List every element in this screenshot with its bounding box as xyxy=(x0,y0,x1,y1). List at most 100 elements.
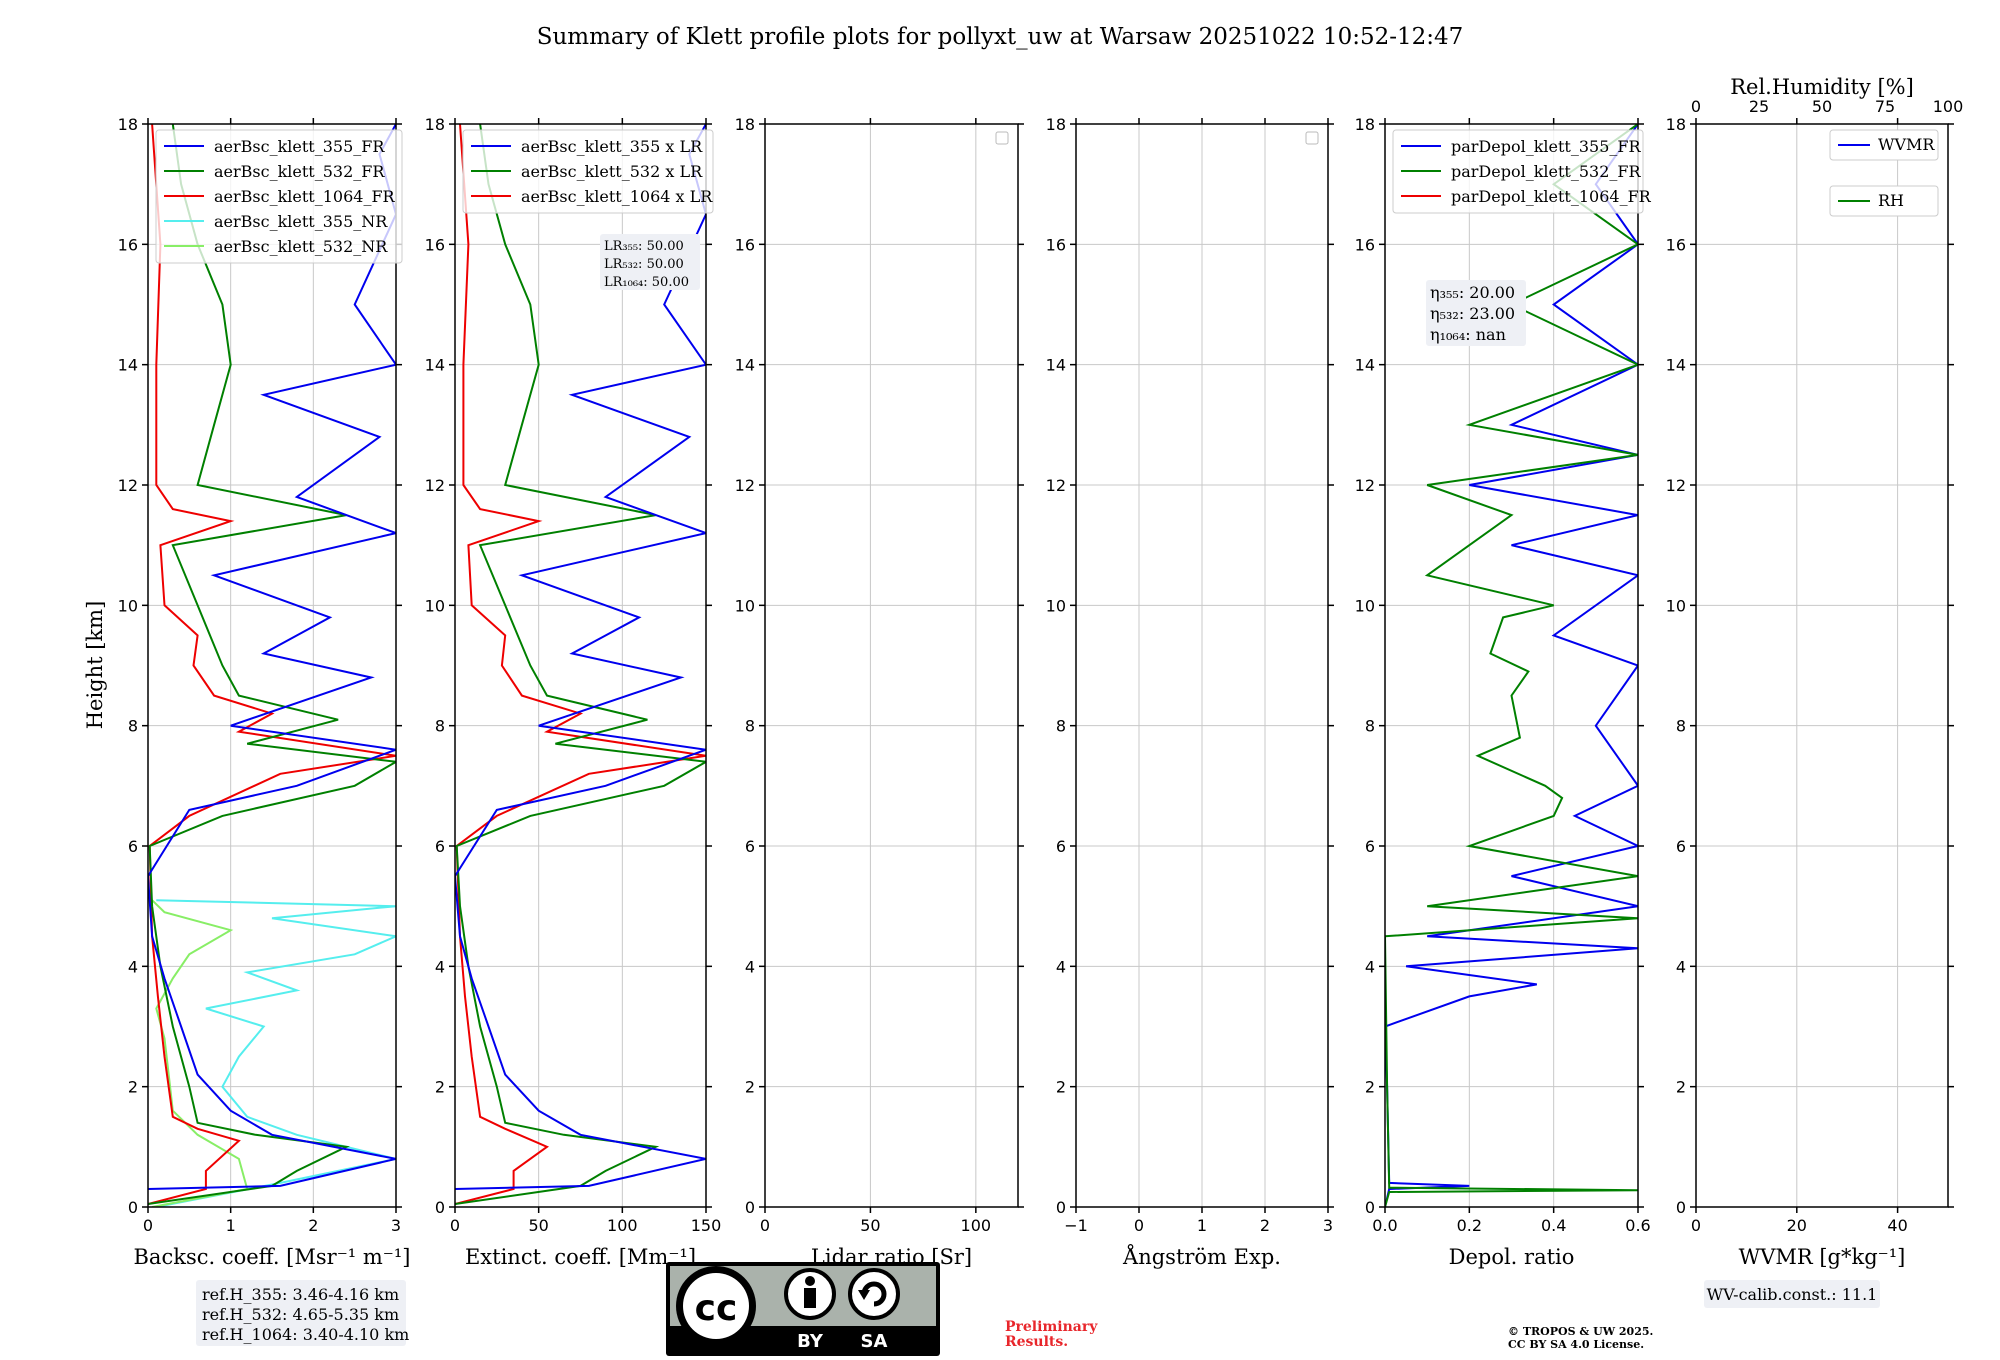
y-tick-label: 0 xyxy=(128,1198,138,1217)
legend-box xyxy=(1392,129,1644,214)
eta-annotation: η₁₀₆₄: nan xyxy=(1430,325,1506,344)
y-tick-label: 14 xyxy=(1046,356,1066,375)
y-tick-label: 6 xyxy=(128,837,138,856)
y-tick-label: 0 xyxy=(1056,1198,1066,1217)
x-tick-label: 3 xyxy=(1323,1216,1333,1235)
series-aerBsc_klett_1064 x LR xyxy=(455,124,706,1205)
legend-label: aerBsc_klett_532_NR xyxy=(214,237,388,256)
preliminary-line1: Preliminary xyxy=(1005,1319,1098,1335)
y-tick-label: 12 xyxy=(1355,476,1375,495)
series-aerBsc_klett_355_FR xyxy=(148,124,396,1190)
lr-annotation: LR₅₃₂: 50.00 xyxy=(604,257,684,272)
y-tick-label: 0 xyxy=(1676,1198,1686,1217)
x-tick-label: 150 xyxy=(691,1216,722,1235)
y-tick-label: 2 xyxy=(435,1078,445,1097)
legend-label: parDepol_klett_355_FR xyxy=(1451,137,1642,156)
y-tick-label: 8 xyxy=(128,717,138,736)
top-tick-label: 75 xyxy=(1875,97,1895,116)
y-tick-label: 12 xyxy=(735,476,755,495)
ref-h-355: ref.H_355: 3.46-4.16 km xyxy=(202,1285,399,1304)
lr-annotation: LR₁₀₆₄: 50.00 xyxy=(604,275,689,290)
x-tick-label: −1 xyxy=(1064,1216,1088,1235)
axes-frame xyxy=(147,123,397,1208)
axes-frame xyxy=(764,123,1019,1208)
legend-label: WVMR xyxy=(1878,135,1935,154)
y-tick-label: 12 xyxy=(1046,476,1066,495)
x-axis-label: Ångström Exp. xyxy=(1122,1244,1281,1269)
x-tick-label: 0 xyxy=(143,1216,153,1235)
wv-calib-box: WV-calib.const.: 11.1 xyxy=(1704,1280,1880,1308)
y-tick-label: 14 xyxy=(425,356,445,375)
y-tick-label: 16 xyxy=(735,235,755,254)
empty-legend-box xyxy=(995,131,1009,145)
legend-label: aerBsc_klett_355_NR xyxy=(214,212,388,231)
x-tick-label: 0.2 xyxy=(1457,1216,1482,1235)
y-tick-label: 10 xyxy=(425,596,445,615)
x-axis-label: Backsc. coeff. [Msr⁻¹ m⁻¹] xyxy=(134,1245,411,1269)
top-tick-label: 0 xyxy=(1691,97,1701,116)
x-axis-label: Extinct. coeff. [Mm⁻¹] xyxy=(465,1245,696,1269)
y-tick-label: 10 xyxy=(118,596,138,615)
y-tick-label: 10 xyxy=(1046,596,1066,615)
x-tick-label: 100 xyxy=(961,1216,992,1235)
y-tick-label: 2 xyxy=(1365,1078,1375,1097)
y-tick-label: 4 xyxy=(1056,957,1066,976)
sa-label: SA xyxy=(861,1331,888,1352)
eta-annotation: η₅₃₂: 23.00 xyxy=(1430,304,1515,323)
y-tick-label: 6 xyxy=(1056,837,1066,856)
y-tick-label: 8 xyxy=(1365,717,1375,736)
x-tick-label: 3 xyxy=(391,1216,401,1235)
y-tick-label: 14 xyxy=(118,356,138,375)
cc-license-badge: cc BY SA xyxy=(666,1262,940,1356)
top-tick-label: 25 xyxy=(1749,97,1769,116)
y-tick-label: 16 xyxy=(1666,235,1686,254)
panel-ext: 0 50 100 150 0 2 4 6 8 10 12 14 16 18 Extinct. coeff. … xyxy=(425,115,722,1269)
y-tick-label: 0 xyxy=(435,1198,445,1217)
axes-frame xyxy=(454,123,707,1208)
series-aerBsc_klett_532_NR xyxy=(151,899,249,1207)
y-tick-label: 10 xyxy=(1666,596,1686,615)
legend-box xyxy=(155,129,403,264)
y-tick-label: 6 xyxy=(1676,837,1686,856)
eta-annotation-box xyxy=(1426,280,1526,346)
legend-label: parDepol_klett_1064_FR xyxy=(1451,187,1652,206)
cc-text: cc xyxy=(695,1288,738,1329)
y-tick-label: 10 xyxy=(735,596,755,615)
legend-label: aerBsc_klett_1064 x LR xyxy=(521,187,713,206)
y-tick-label: 12 xyxy=(118,476,138,495)
top-tick-label: 50 xyxy=(1812,97,1832,116)
y-axis-label: Height [km] xyxy=(83,601,107,730)
x-tick-label: 0 xyxy=(1691,1216,1701,1235)
legend-label: RH xyxy=(1878,191,1904,210)
y-tick-label: 10 xyxy=(1355,596,1375,615)
y-tick-label: 8 xyxy=(745,717,755,736)
y-tick-label: 6 xyxy=(745,837,755,856)
y-tick-label: 8 xyxy=(1056,717,1066,736)
y-tick-label: 14 xyxy=(1666,356,1686,375)
ref-h-532: ref.H_532: 4.65-5.35 km xyxy=(202,1305,399,1324)
top-axis-label: Rel.Humidity [%] xyxy=(1730,75,1914,99)
x-tick-label: 2 xyxy=(1260,1216,1270,1235)
axes-frame xyxy=(1695,123,1949,1208)
y-tick-label: 12 xyxy=(1666,476,1686,495)
y-tick-label: 18 xyxy=(425,115,445,134)
x-tick-label: 0.6 xyxy=(1625,1216,1650,1235)
x-tick-label: 40 xyxy=(1887,1216,1907,1235)
y-tick-label: 16 xyxy=(425,235,445,254)
series-aerBsc_klett_532 x LR xyxy=(455,124,706,1205)
eta-annotation: η₃₅₅: 20.00 xyxy=(1430,283,1515,302)
x-tick-label: 0 xyxy=(450,1216,460,1235)
legend-label: parDepol_klett_532_FR xyxy=(1451,162,1642,181)
y-tick-label: 2 xyxy=(745,1078,755,1097)
legend-label: aerBsc_klett_1064_FR xyxy=(214,187,396,206)
legend-label: aerBsc_klett_355_FR xyxy=(214,137,385,156)
y-tick-label: 6 xyxy=(435,837,445,856)
x-tick-label: 50 xyxy=(860,1216,880,1235)
y-tick-label: 2 xyxy=(1676,1078,1686,1097)
y-tick-label: 4 xyxy=(435,957,445,976)
y-tick-label: 4 xyxy=(1676,957,1686,976)
y-tick-label: 8 xyxy=(1676,717,1686,736)
figure-title: Summary of Klett profile plots for polly… xyxy=(537,24,1464,50)
